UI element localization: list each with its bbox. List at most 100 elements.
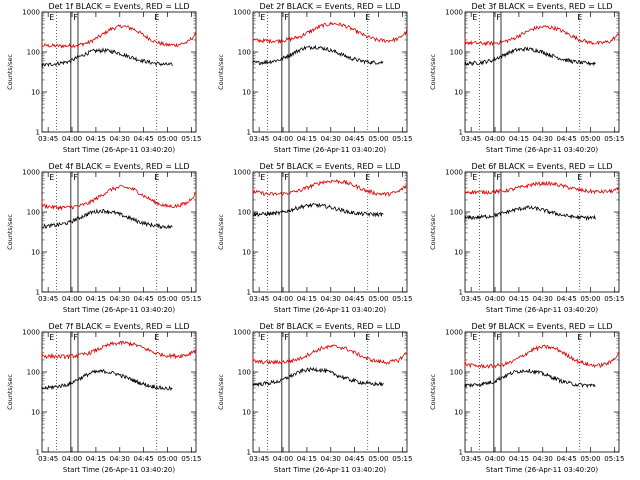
plot-frame <box>252 11 408 133</box>
y-tick-label: 1000 <box>22 169 40 177</box>
x-tick-label: 05:00 <box>368 295 388 303</box>
series-red-line <box>252 344 408 366</box>
interval-marker-f: F <box>496 173 501 182</box>
x-tick-label: 04:45 <box>557 135 577 143</box>
series-red-line <box>41 340 197 360</box>
x-tick-label: 04:30 <box>533 455 553 463</box>
x-tick-label: 04:00 <box>485 295 505 303</box>
y-tick-label: 1000 <box>233 169 251 177</box>
x-tick-label: 04:45 <box>345 455 365 463</box>
x-tick-label: 04:00 <box>273 455 293 463</box>
y-tick-label: 10 <box>454 409 463 417</box>
panel-title: Det 1f BLACK = Events, RED = LLD <box>48 2 189 11</box>
interval-marker-e: E <box>577 333 582 342</box>
x-tick-label: 04:30 <box>321 455 341 463</box>
panel-det-5: Det 5f BLACK = Events, RED = LLD Counts/s… <box>217 162 412 314</box>
series-red-line <box>464 24 620 47</box>
x-tick-label: 04:45 <box>557 295 577 303</box>
panel-det-9: Det 9f BLACK = Events, RED = LLD Counts/s… <box>429 322 624 474</box>
interval-marker-e: E <box>365 173 370 182</box>
y-tick-label: 100 <box>238 49 251 57</box>
x-tick-label: 05:15 <box>604 135 624 143</box>
x-tick-label: 05:00 <box>157 455 177 463</box>
y-tick-label: 10 <box>242 89 251 97</box>
x-tick-label: 04:45 <box>134 135 154 143</box>
panel-title: Det 9f BLACK = Events, RED = LLD <box>471 322 612 331</box>
plot-frame <box>464 171 620 293</box>
interval-marker-e: E <box>472 173 477 182</box>
x-tick-label: 04:00 <box>273 295 293 303</box>
y-axis-label: Counts/sec <box>217 214 225 250</box>
y-axis-label: Counts/sec <box>429 214 437 250</box>
interval-marker-e: E <box>260 13 265 22</box>
interval-marker-f: F <box>496 333 501 342</box>
x-axis-label: Start Time (26-Apr-11 03:40:20) <box>274 146 386 154</box>
x-tick-label: 04:15 <box>86 455 106 463</box>
interval-marker-e: E <box>577 13 582 22</box>
x-tick-label: 03:45 <box>249 455 269 463</box>
plot-frame <box>252 171 408 293</box>
x-tick-label: 04:30 <box>110 455 130 463</box>
interval-marker-e: E <box>154 333 159 342</box>
plot-frame <box>252 331 408 453</box>
x-tick-label: 05:15 <box>181 135 201 143</box>
series-red-line <box>41 184 197 211</box>
x-tick-label: 04:00 <box>485 455 505 463</box>
y-tick-label: 100 <box>450 209 463 217</box>
y-tick-label: 100 <box>27 369 40 377</box>
series-black-line <box>41 47 173 68</box>
panel-det-1: Det 1f BLACK = Events, RED = LLD Counts/s… <box>6 2 201 154</box>
panel-title: Det 3f BLACK = Events, RED = LLD <box>471 2 612 11</box>
x-tick-label: 05:00 <box>157 135 177 143</box>
x-tick-label: 05:00 <box>157 295 177 303</box>
x-tick-label: 04:00 <box>62 455 82 463</box>
y-tick-label: 100 <box>450 49 463 57</box>
plot-frame <box>41 331 197 453</box>
y-tick-label: 10 <box>242 409 251 417</box>
panel-det-3: Det 3f BLACK = Events, RED = LLD Counts/s… <box>429 2 624 154</box>
panel-det-7: Det 7f BLACK = Events, RED = LLD Counts/s… <box>6 322 201 474</box>
x-tick-label: 05:15 <box>181 295 201 303</box>
x-tick-label: 05:15 <box>604 295 624 303</box>
x-tick-label: 04:30 <box>321 135 341 143</box>
y-tick-label: 1 <box>459 289 463 297</box>
panel-det-4: Det 4f BLACK = Events, RED = LLD Counts/s… <box>6 162 201 314</box>
x-axis-label: Start Time (26-Apr-11 03:40:20) <box>63 146 175 154</box>
series-black-line <box>464 46 596 67</box>
y-tick-label: 1 <box>247 449 251 457</box>
plot-frame <box>41 171 197 293</box>
series-black-line <box>252 202 384 218</box>
y-tick-label: 1 <box>36 449 40 457</box>
x-tick-label: 05:15 <box>604 455 624 463</box>
y-tick-label: 1 <box>459 449 463 457</box>
x-tick-label: 04:15 <box>297 455 317 463</box>
y-tick-label: 100 <box>27 209 40 217</box>
x-tick-label: 05:00 <box>580 455 600 463</box>
interval-marker-e: E <box>49 13 54 22</box>
series-black-line <box>252 44 384 66</box>
x-tick-label: 04:45 <box>345 135 365 143</box>
x-tick-label: 04:15 <box>297 295 317 303</box>
x-tick-label: 04:45 <box>557 455 577 463</box>
x-tick-label: 04:00 <box>485 135 505 143</box>
plot-frame <box>464 11 620 133</box>
y-tick-label: 100 <box>238 209 251 217</box>
panel-det-2: Det 2f BLACK = Events, RED = LLD Counts/s… <box>217 2 412 154</box>
series-black-line <box>41 208 173 230</box>
interval-marker-e: E <box>49 173 54 182</box>
x-tick-label: 04:15 <box>509 295 529 303</box>
y-tick-label: 1 <box>36 129 40 137</box>
x-tick-label: 03:45 <box>461 295 481 303</box>
interval-marker-e: E <box>365 333 370 342</box>
x-tick-label: 04:15 <box>86 295 106 303</box>
y-axis-label: Counts/sec <box>217 54 225 90</box>
interval-marker-e: E <box>260 173 265 182</box>
interval-marker-e: E <box>154 13 159 22</box>
y-tick-label: 1 <box>247 289 251 297</box>
y-tick-label: 1000 <box>445 329 463 337</box>
x-axis-label: Start Time (26-Apr-11 03:40:20) <box>63 466 175 474</box>
panel-title: Det 5f BLACK = Events, RED = LLD <box>259 162 400 171</box>
x-axis-label: Start Time (26-Apr-11 03:40:20) <box>63 306 175 314</box>
x-axis-label: Start Time (26-Apr-11 03:40:20) <box>486 146 598 154</box>
